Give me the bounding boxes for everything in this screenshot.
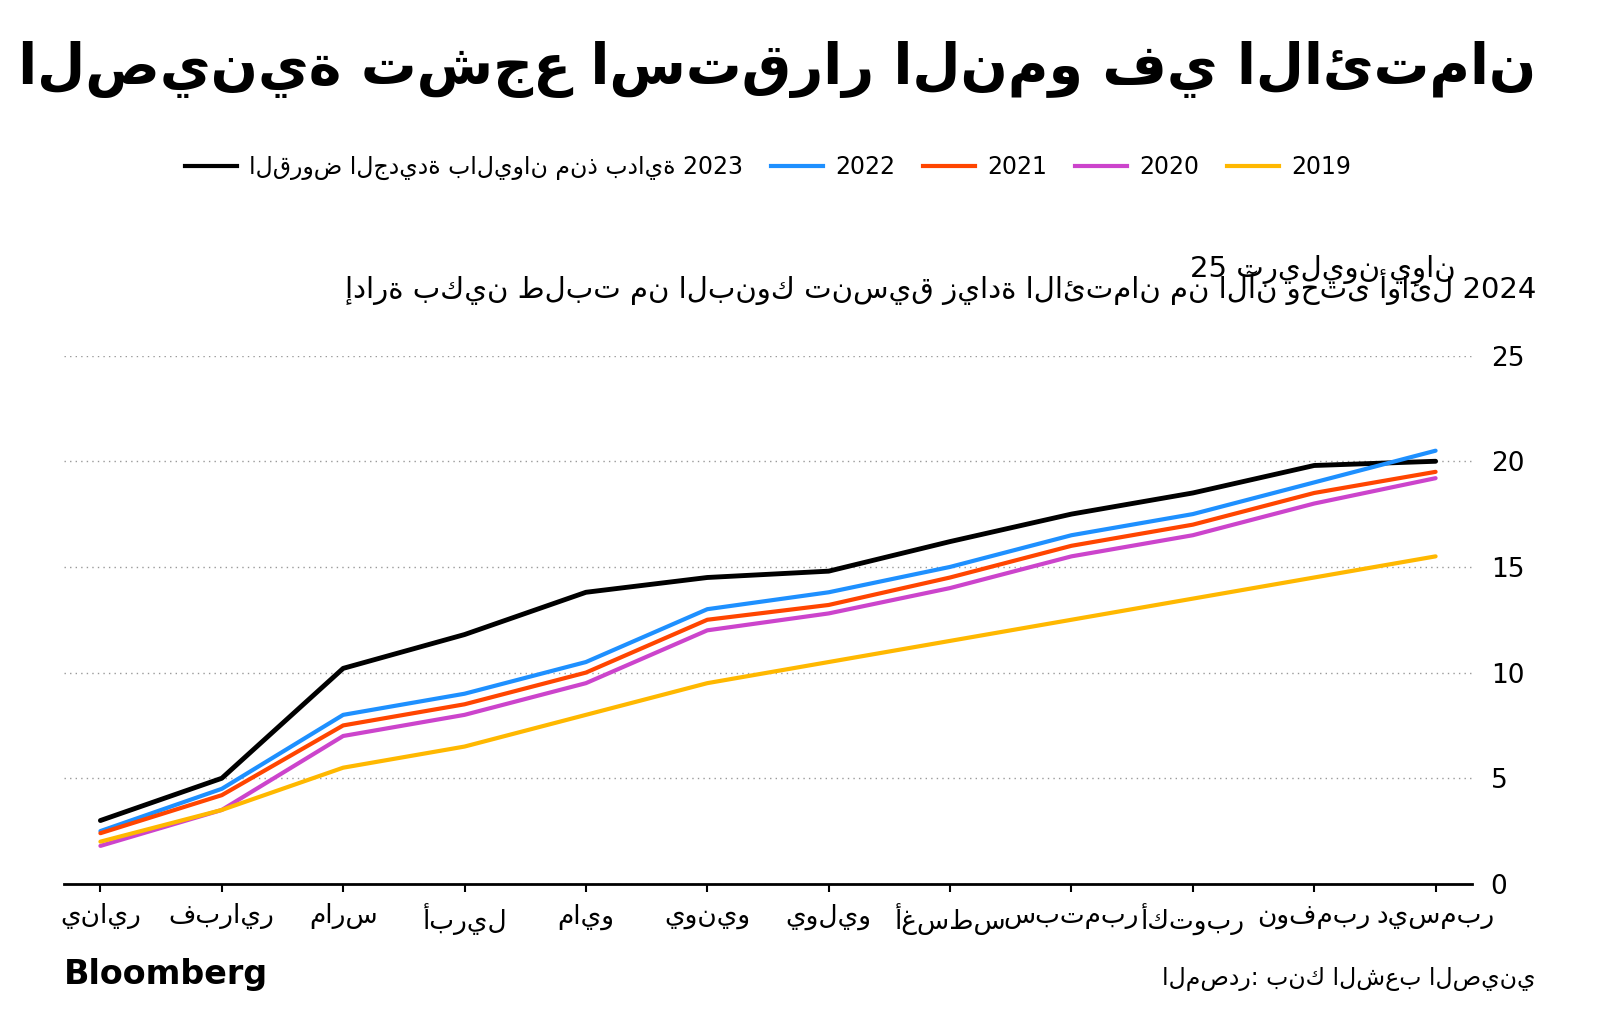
Text: 25 تريليون يوان: 25 تريليون يوان xyxy=(1190,255,1456,284)
Text: السلطات الصينية تشجع استقرار النمو في الائتمان: السلطات الصينية تشجع استقرار النمو في ال… xyxy=(0,41,1536,98)
Text: إدارة بكين طلبت من البنوك تنسيق زيادة الائتمان من الآن وحتى أوائل 2024: إدارة بكين طلبت من البنوك تنسيق زيادة ال… xyxy=(344,269,1536,305)
Text: Bloomberg: Bloomberg xyxy=(64,958,269,991)
Legend: القروض الجديدة باليوان منذ بداية 2023, 2022, 2021, 2020, 2019: القروض الجديدة باليوان منذ بداية 2023, 2… xyxy=(176,145,1360,190)
Text: المصدر: بنك الشعب الصيني: المصدر: بنك الشعب الصيني xyxy=(1163,966,1536,991)
